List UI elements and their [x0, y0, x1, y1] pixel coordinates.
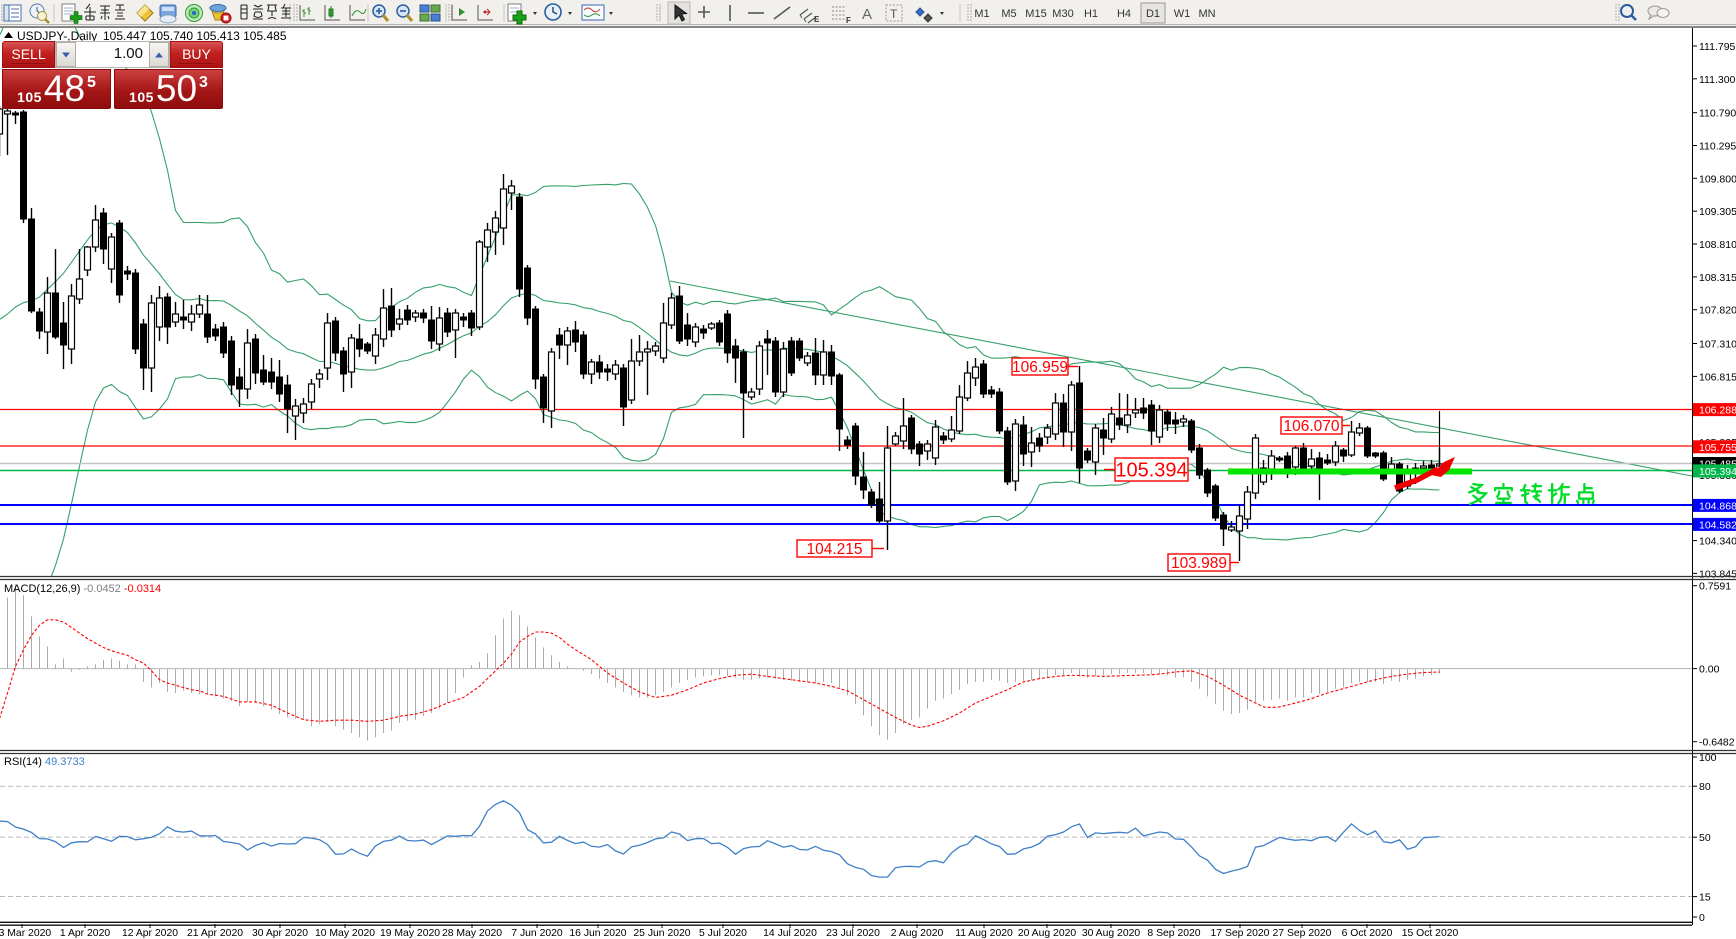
svg-text:M5: M5: [1001, 8, 1016, 20]
svg-text:30 Aug 2020: 30 Aug 2020: [1082, 928, 1141, 939]
svg-text:109.305: 109.305: [1699, 206, 1736, 218]
svg-text:15: 15: [1699, 892, 1711, 904]
svg-text:106.070: 106.070: [1283, 418, 1339, 435]
svg-text:11 Aug 2020: 11 Aug 2020: [955, 928, 1013, 939]
svg-text:110.790: 110.790: [1699, 108, 1736, 120]
svg-text:109.800: 109.800: [1699, 173, 1736, 185]
svg-text:1 Apr 2020: 1 Apr 2020: [60, 928, 110, 939]
svg-text:14 Jul 2020: 14 Jul 2020: [763, 928, 817, 939]
svg-text:105.447 105.740 105.413 105.48: 105.447 105.740 105.413 105.485: [103, 29, 287, 43]
svg-text:108.315: 108.315: [1699, 272, 1736, 284]
svg-text:104.340: 104.340: [1699, 536, 1736, 548]
svg-text:M30: M30: [1052, 8, 1073, 20]
svg-text:12 Apr 2020: 12 Apr 2020: [122, 928, 178, 939]
svg-text:0.00: 0.00: [1699, 664, 1720, 676]
svg-text:H4: H4: [1117, 8, 1131, 20]
svg-text:30 Apr 2020: 30 Apr 2020: [252, 928, 308, 939]
svg-text:106.815: 106.815: [1699, 371, 1736, 383]
svg-text:106.288: 106.288: [1699, 405, 1736, 417]
svg-text:6 Oct 2020: 6 Oct 2020: [1342, 928, 1393, 939]
svg-text:8 Sep 2020: 8 Sep 2020: [1147, 928, 1200, 939]
svg-text:106.959: 106.959: [1012, 359, 1068, 376]
svg-text:T: T: [890, 7, 898, 21]
svg-text:105.755: 105.755: [1699, 442, 1736, 454]
svg-text:E: E: [814, 15, 820, 24]
svg-text:10 May 2020: 10 May 2020: [315, 928, 375, 939]
svg-text:16 Jun 2020: 16 Jun 2020: [569, 928, 626, 939]
svg-text:21 Apr 2020: 21 Apr 2020: [187, 928, 243, 939]
svg-text:0: 0: [1699, 912, 1705, 924]
svg-text:104.582: 104.582: [1699, 519, 1736, 531]
svg-text:105.394: 105.394: [1115, 460, 1187, 482]
svg-text:103.845: 103.845: [1699, 568, 1736, 580]
svg-text:5 Jul 2020: 5 Jul 2020: [699, 928, 747, 939]
svg-text:103.989: 103.989: [1171, 555, 1227, 572]
svg-text:A: A: [862, 6, 872, 23]
svg-text:MN: MN: [1198, 8, 1215, 20]
svg-text:F: F: [846, 16, 851, 25]
svg-text:0.7591: 0.7591: [1699, 581, 1731, 593]
svg-text:110.295: 110.295: [1699, 141, 1736, 153]
svg-text:23 Mar 2020: 23 Mar 2020: [0, 928, 51, 939]
svg-text:M1: M1: [974, 8, 989, 20]
svg-text:H1: H1: [1084, 8, 1098, 20]
svg-text:111.795: 111.795: [1699, 41, 1736, 53]
svg-text:7 Jun 2020: 7 Jun 2020: [511, 928, 563, 939]
svg-text:23 Jul 2020: 23 Jul 2020: [826, 928, 880, 939]
svg-text:RSI(14) 49.3733: RSI(14) 49.3733: [4, 756, 85, 768]
svg-text:107.310: 107.310: [1699, 339, 1736, 351]
svg-text:USDJPY-,Daily: USDJPY-,Daily: [17, 29, 97, 43]
svg-text:104.868: 104.868: [1699, 500, 1736, 512]
svg-text:50: 50: [1699, 832, 1711, 844]
svg-text:19 May 2020: 19 May 2020: [380, 928, 440, 939]
svg-text:20 Aug 2020: 20 Aug 2020: [1018, 928, 1077, 939]
svg-text:27 Sep 2020: 27 Sep 2020: [1273, 928, 1332, 939]
svg-text:107.820: 107.820: [1699, 305, 1736, 317]
svg-text:-0.6482: -0.6482: [1699, 737, 1735, 749]
svg-text:M15: M15: [1025, 8, 1046, 20]
svg-text:100: 100: [1699, 752, 1717, 764]
svg-text:D1: D1: [1146, 8, 1160, 20]
svg-text:105.394: 105.394: [1699, 466, 1736, 478]
svg-text:104.215: 104.215: [806, 541, 862, 558]
svg-text:17 Sep 2020: 17 Sep 2020: [1211, 928, 1270, 939]
svg-text:111.300: 111.300: [1699, 74, 1736, 86]
svg-text:MACD(12,26,9) -0.0452 -0.0314: MACD(12,26,9) -0.0452 -0.0314: [4, 583, 161, 595]
svg-text:2 Aug 2020: 2 Aug 2020: [891, 928, 944, 939]
svg-text:108.810: 108.810: [1699, 239, 1736, 251]
svg-text:25 Jun 2020: 25 Jun 2020: [633, 928, 690, 939]
svg-text:80: 80: [1699, 781, 1711, 793]
svg-text:28 May 2020: 28 May 2020: [442, 928, 502, 939]
svg-text:W1: W1: [1174, 8, 1191, 20]
svg-text:15 Oct 2020: 15 Oct 2020: [1402, 928, 1459, 939]
